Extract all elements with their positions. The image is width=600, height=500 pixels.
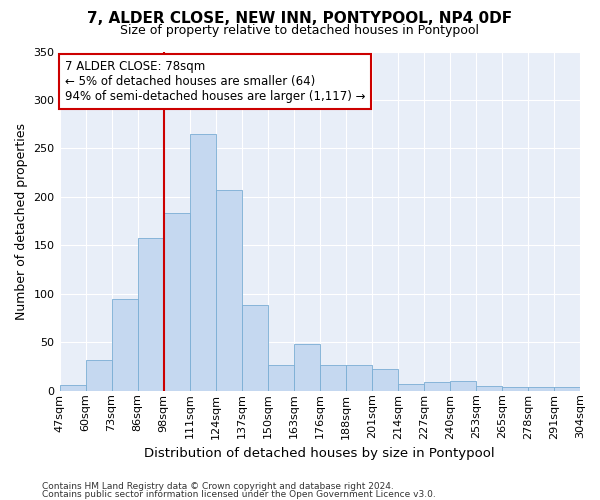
Bar bbox=[450, 381, 476, 391]
Text: Size of property relative to detached houses in Pontypool: Size of property relative to detached ho… bbox=[121, 24, 479, 37]
Text: 7 ALDER CLOSE: 78sqm
← 5% of detached houses are smaller (64)
94% of semi-detach: 7 ALDER CLOSE: 78sqm ← 5% of detached ho… bbox=[65, 60, 365, 103]
Bar bbox=[294, 344, 320, 391]
Bar bbox=[190, 134, 215, 391]
Bar bbox=[268, 364, 294, 391]
Bar bbox=[137, 238, 164, 391]
Text: Contains public sector information licensed under the Open Government Licence v3: Contains public sector information licen… bbox=[42, 490, 436, 499]
Bar bbox=[112, 298, 137, 391]
Bar bbox=[528, 387, 554, 391]
Bar bbox=[424, 382, 450, 391]
Bar bbox=[59, 385, 86, 391]
Bar bbox=[86, 360, 112, 391]
Text: Contains HM Land Registry data © Crown copyright and database right 2024.: Contains HM Land Registry data © Crown c… bbox=[42, 482, 394, 491]
Y-axis label: Number of detached properties: Number of detached properties bbox=[15, 122, 28, 320]
Bar bbox=[215, 190, 242, 391]
Bar bbox=[554, 387, 580, 391]
X-axis label: Distribution of detached houses by size in Pontypool: Distribution of detached houses by size … bbox=[145, 447, 495, 460]
Bar bbox=[502, 387, 528, 391]
Bar bbox=[372, 370, 398, 391]
Text: 7, ALDER CLOSE, NEW INN, PONTYPOOL, NP4 0DF: 7, ALDER CLOSE, NEW INN, PONTYPOOL, NP4 … bbox=[88, 11, 512, 26]
Bar bbox=[320, 364, 346, 391]
Bar bbox=[398, 384, 424, 391]
Bar bbox=[476, 386, 502, 391]
Bar bbox=[346, 364, 372, 391]
Bar bbox=[242, 306, 268, 391]
Bar bbox=[164, 214, 190, 391]
